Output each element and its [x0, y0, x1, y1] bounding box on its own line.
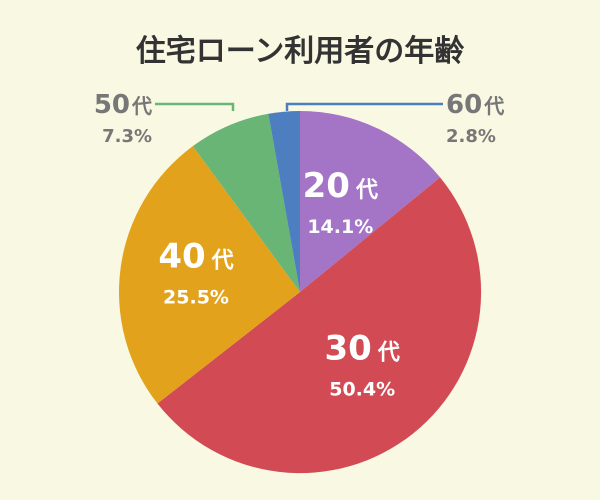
slice-percent-30: 50.4%	[329, 379, 395, 401]
slice-label-40: 40 代	[158, 237, 233, 277]
leader-line-60	[285, 102, 443, 111]
pie-slice-60	[268, 111, 300, 292]
pie-slice-50	[192, 113, 300, 292]
slice-label-20: 20 代	[303, 166, 378, 206]
slice-percent-20: 14.1%	[307, 216, 373, 238]
slice-label-30: 30 代	[325, 329, 400, 369]
pie-slices	[119, 111, 482, 474]
slice-percent-60: 2.8%	[446, 126, 496, 147]
pie-slice-30	[157, 177, 482, 474]
slice-percent-40: 25.5%	[163, 287, 229, 309]
slice-percent-50: 7.3%	[102, 126, 152, 147]
slice-labels: 20 代 14.1% 30 代 50.4% 40 代 25.5% 50 代 7.3% 60 代 2.8%	[94, 90, 504, 401]
slice-label-50: 50 代	[94, 90, 152, 120]
leader-line-50	[155, 102, 235, 111]
pie-slice-20	[300, 111, 441, 292]
pie-slice-40	[119, 146, 300, 404]
leader-lines	[155, 102, 443, 111]
slice-label-60: 60 代	[446, 90, 504, 120]
chart-title: 住宅ローン利用者の年齢	[136, 34, 465, 69]
